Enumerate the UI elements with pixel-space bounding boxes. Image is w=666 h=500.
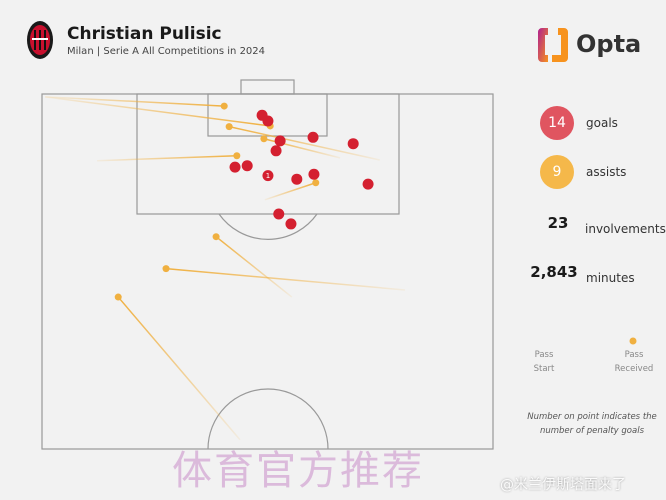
goal-point xyxy=(291,173,303,185)
assist-received-point xyxy=(114,293,122,301)
stat-involvements-value: 23 xyxy=(547,214,569,232)
goal-point xyxy=(273,208,285,220)
stat-minutes-value: 2,843 xyxy=(530,263,578,281)
stat-assists-label: assists xyxy=(586,165,627,179)
goal-point xyxy=(262,115,274,127)
legend-received-dot xyxy=(629,337,637,345)
assist-pass-line xyxy=(117,296,241,441)
assist-received-point xyxy=(212,233,220,241)
stat-goals-value: 14 xyxy=(540,106,574,140)
assist-pass-line xyxy=(165,267,406,291)
assist-received-point xyxy=(162,265,170,273)
weibo-watermark: @米兰伊斯塔面来了 xyxy=(500,477,626,493)
goal-point xyxy=(308,168,320,180)
legend-pass-received: Pass Received xyxy=(614,350,654,374)
assist-pass-line xyxy=(215,236,293,298)
assist-received-point xyxy=(260,135,268,143)
opta-logo-icon xyxy=(538,28,568,62)
goal-point xyxy=(270,145,282,157)
assist-received-point xyxy=(225,123,233,131)
stat-assists-value: 9 xyxy=(540,155,574,189)
goal-point xyxy=(229,161,241,173)
penalty-arc xyxy=(218,213,318,240)
watermark: 体育官方推荐 xyxy=(172,448,424,494)
legend-pass-start: Pass Start xyxy=(533,350,555,374)
assist-received-point xyxy=(312,179,320,187)
assist-pass-line xyxy=(96,155,237,162)
assist-received-point xyxy=(233,152,241,160)
assist-pass-line xyxy=(45,96,225,107)
goal xyxy=(240,79,295,95)
goal-point xyxy=(241,160,253,172)
subtitle: Milan | Serie A All Competitions in 2024 xyxy=(67,46,266,57)
goal-point xyxy=(307,131,319,143)
opta-wordmark: Opta xyxy=(576,30,642,58)
assist-received-point xyxy=(220,102,228,110)
assist-pass-line xyxy=(229,125,380,161)
stat-minutes-label: minutes xyxy=(586,271,635,285)
stat-goals-label: goals xyxy=(586,116,618,130)
goal-point xyxy=(347,138,359,150)
pitch-outline xyxy=(41,93,494,450)
goal-point xyxy=(285,218,297,230)
penalty-count-label: 1 xyxy=(266,172,270,180)
assist-pass-line xyxy=(45,96,271,127)
stat-involvements-label: involvements xyxy=(585,222,666,236)
pitch-lines xyxy=(41,79,494,450)
player-name: Christian Pulisic xyxy=(67,24,222,44)
assist-pass-line xyxy=(264,182,316,201)
goal-point xyxy=(362,178,374,190)
goal-point xyxy=(274,135,286,147)
centre-circle xyxy=(207,388,329,450)
ac-milan-crest-icon xyxy=(27,21,53,59)
penalty-note: Number on point indicates the number of … xyxy=(527,412,657,436)
goal-point xyxy=(262,170,274,182)
legend-pass-line xyxy=(532,337,637,345)
penalty-box xyxy=(136,93,400,215)
